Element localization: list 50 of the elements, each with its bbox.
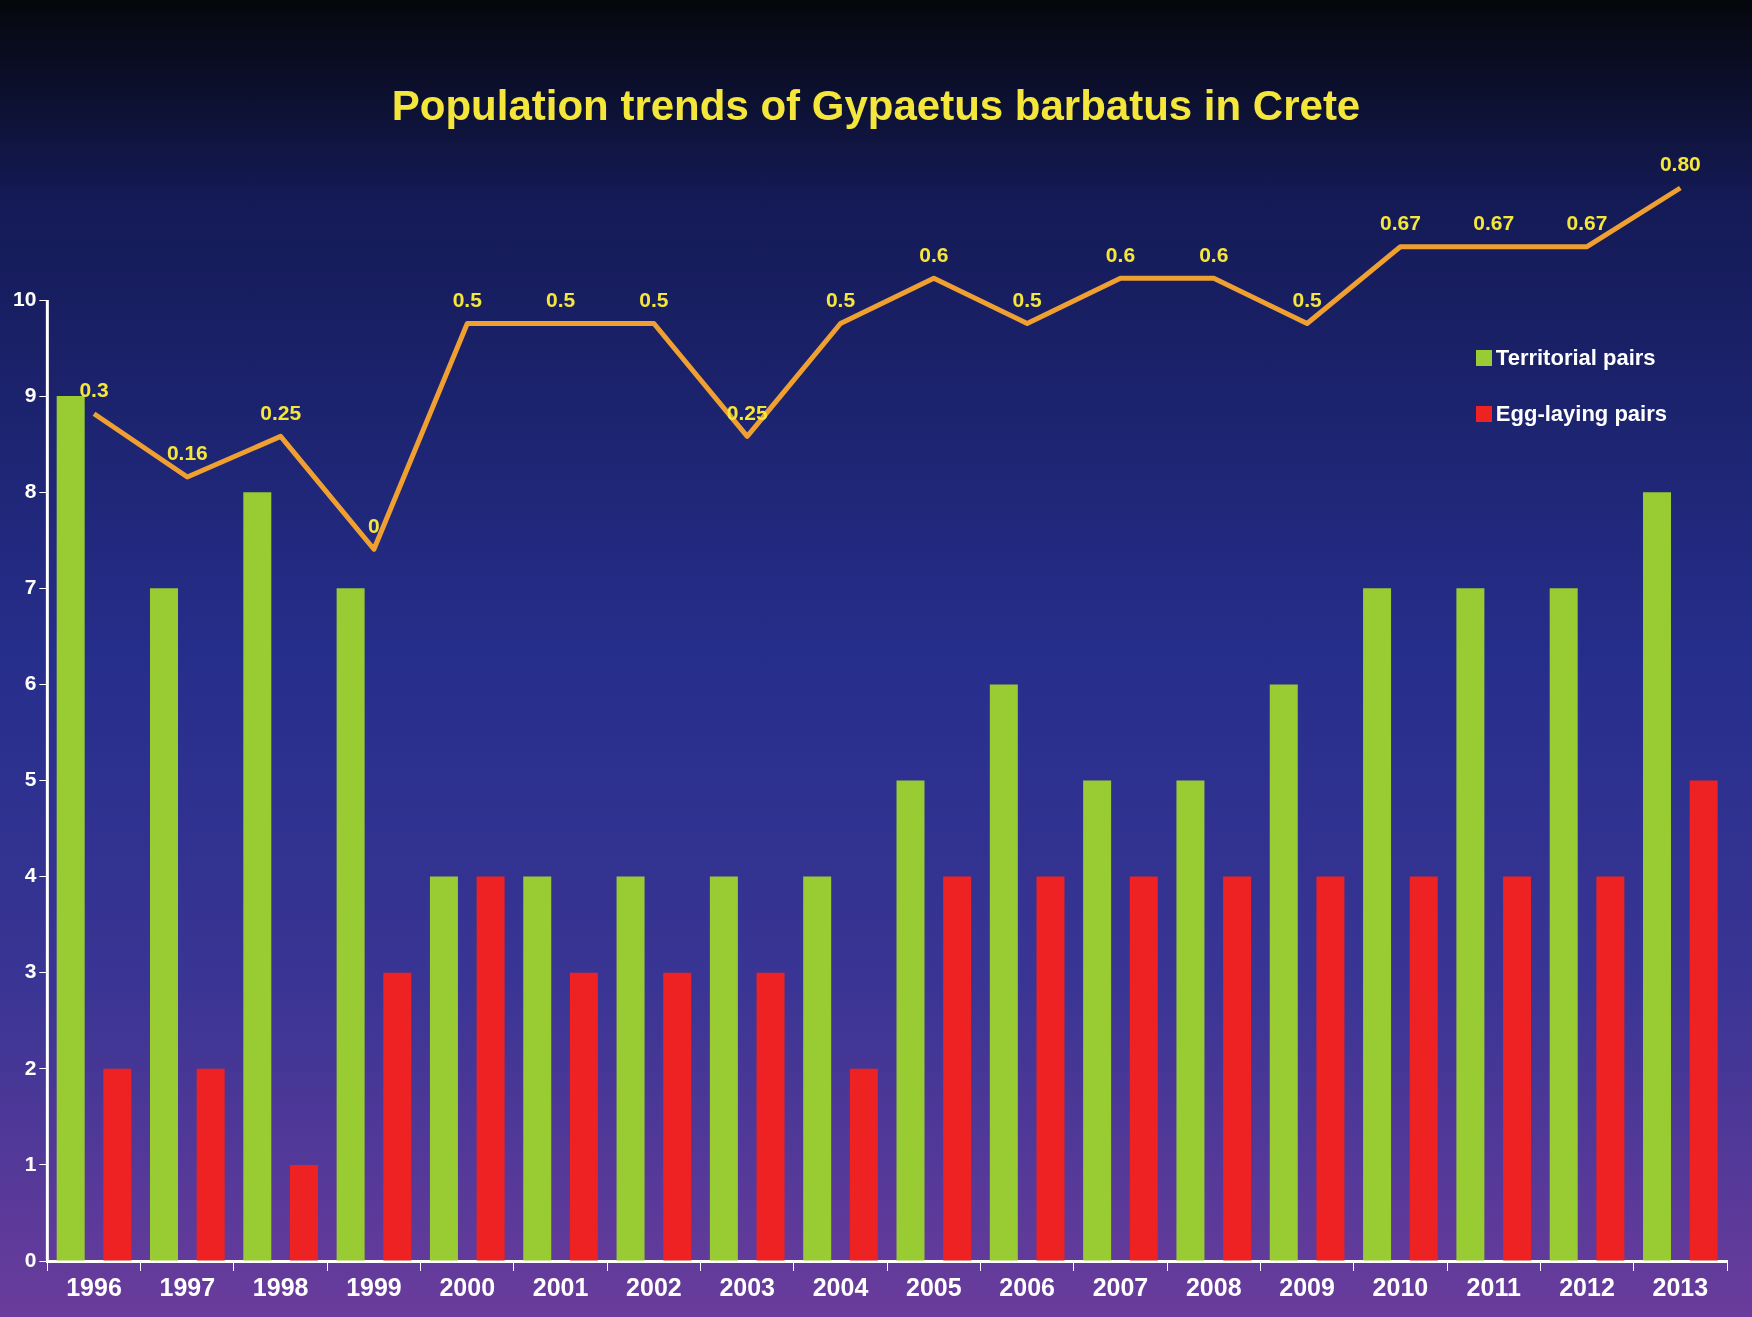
legend-label: Territorial pairs — [1495, 345, 1656, 371]
y-tick-label: 9 — [24, 382, 37, 406]
data-label: 0.16 — [166, 441, 208, 465]
x-tick-label: 2000 — [439, 1272, 496, 1301]
data-label: 0.6 — [1105, 242, 1136, 266]
x-tick-label: 2011 — [1466, 1272, 1521, 1301]
x-tick-label: 2008 — [1185, 1272, 1242, 1301]
y-tick-label: 3 — [24, 959, 37, 983]
data-label: 0.6 — [919, 242, 949, 266]
data-label: 0.67 — [1473, 211, 1515, 235]
x-tick-label: 2009 — [1279, 1272, 1335, 1301]
y-tick-label: 1 — [24, 1151, 37, 1175]
x-tick-label: 2002 — [626, 1272, 682, 1301]
x-tick-label: 2001 — [532, 1272, 589, 1301]
data-label: 0.5 — [545, 287, 576, 311]
x-tick-label: 2006 — [999, 1272, 1055, 1301]
data-label: 0.67 — [1566, 211, 1608, 235]
data-label: 0.5 — [825, 287, 856, 311]
data-label: 0.6 — [1199, 242, 1229, 266]
x-tick-label: 2004 — [812, 1272, 869, 1301]
x-tick-label: 2005 — [906, 1272, 962, 1301]
y-tick-label: 8 — [24, 479, 37, 502]
data-label: 0.80 — [1659, 152, 1701, 176]
y-tick-label: 6 — [24, 671, 37, 695]
x-tick-label: 2013 — [1652, 1272, 1709, 1301]
data-label: 0.67 — [1379, 211, 1421, 235]
x-tick-label: 2007 — [1092, 1272, 1149, 1301]
data-label: 0.3 — [79, 378, 109, 402]
x-tick-label: 1998 — [252, 1272, 309, 1301]
x-tick-label: 1996 — [66, 1272, 122, 1301]
data-label: 0 — [368, 513, 380, 537]
y-tick-label: 10 — [13, 286, 37, 310]
y-tick-label: 7 — [24, 575, 37, 599]
chart-title: Population trends of Gypaetus barbatus in Crete — [390, 82, 1362, 130]
y-tick-label: 2 — [24, 1055, 37, 1079]
x-tick-label: 1997 — [159, 1272, 216, 1301]
x-tick-label: 2010 — [1372, 1272, 1429, 1301]
y-tick-label: 5 — [24, 767, 37, 791]
x-tick-label: 2012 — [1559, 1272, 1615, 1301]
data-label: 0.5 — [1292, 287, 1322, 311]
data-label: 0.5 — [1012, 287, 1043, 311]
legend-label: Egg-laying pairs — [1495, 401, 1667, 427]
x-tick-label: 1999 — [346, 1272, 402, 1301]
data-label: 0.5 — [639, 287, 669, 311]
y-tick-label: 4 — [24, 863, 37, 887]
y-tick-label: 0 — [24, 1247, 37, 1271]
data-label: 0.5 — [452, 287, 483, 311]
x-tick-label: 2003 — [719, 1272, 776, 1301]
data-label: 0.25 — [260, 400, 302, 424]
data-label: 0.25 — [726, 400, 768, 424]
